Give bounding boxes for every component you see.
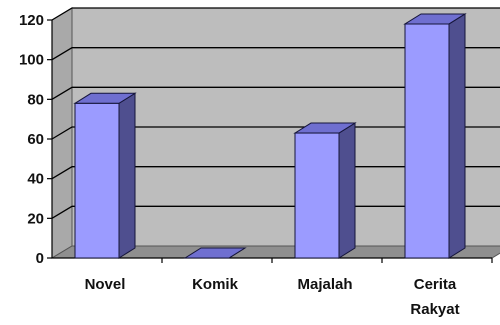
gridline [51,7,500,21]
gridlines [51,7,500,219]
bar [293,122,357,259]
bar-front [294,132,340,259]
bar-top [183,247,247,259]
bar-side [118,92,136,259]
gridline [51,86,500,100]
gridline [51,126,500,140]
x-category-label: Cerita [414,276,457,293]
gridline [51,47,500,61]
bar-front [404,23,450,259]
y-tick-label: 40 [27,171,44,188]
x-category-label: Majalah [297,276,352,293]
bar-front [74,102,120,259]
bar [73,92,137,259]
gridline [51,166,500,180]
bar [183,247,247,259]
bar-side [338,122,356,259]
x-axis-labels: Novel Komik Majalah Cerita Rakyat [85,276,460,318]
bar-side [448,13,466,259]
y-tick-label: 120 [19,12,44,29]
bar-top [293,122,357,134]
bar-top [73,92,137,104]
y-tick-label: 80 [27,91,44,108]
y-tick-label: 60 [27,131,44,148]
y-tick-label: 0 [36,250,44,267]
y-tick-label: 100 [19,52,44,69]
bar-top [403,13,467,25]
y-tick-label: 20 [27,210,44,227]
bar [403,13,467,259]
x-category-label: Komik [192,276,239,293]
x-category-label: Rakyat [410,301,459,318]
bars [73,13,467,259]
gridline [51,205,500,219]
x-category-label: Novel [85,276,126,293]
